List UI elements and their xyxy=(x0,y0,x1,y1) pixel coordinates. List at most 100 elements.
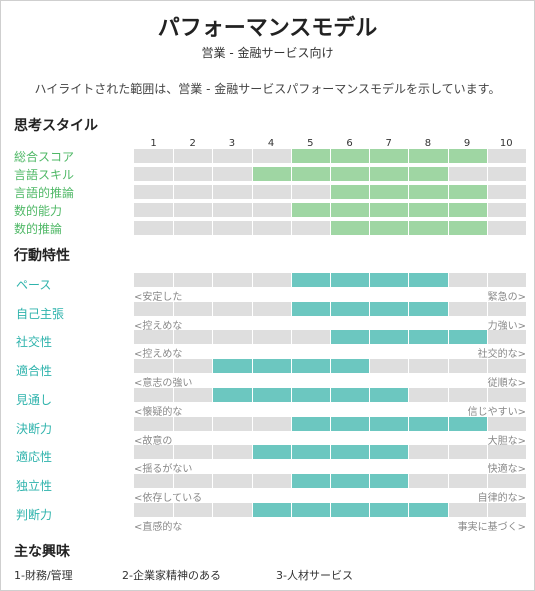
track-divider xyxy=(290,473,292,488)
track-divider xyxy=(369,387,371,402)
track-divider xyxy=(212,330,214,345)
track-divider xyxy=(173,445,175,460)
track-divider xyxy=(330,416,331,431)
thinking-row-label: 数的推論 xyxy=(14,222,63,236)
track-divider xyxy=(408,149,410,163)
track-divider xyxy=(330,149,331,163)
scale-number: 9 xyxy=(463,138,471,149)
page-subtitle: 営業 - 金融サービス向け xyxy=(201,46,334,60)
track-divider xyxy=(290,149,292,163)
track-divider xyxy=(251,203,253,217)
description-text: ハイライトされた範囲は、営業 - 金融サービスパフォーマンスモデルを示しています… xyxy=(34,82,501,96)
behavior-right-anchor: 信じやすい> xyxy=(467,406,526,418)
track-divider xyxy=(447,473,449,488)
track-divider xyxy=(290,203,292,217)
scale-track xyxy=(134,185,526,199)
track-divider xyxy=(447,301,449,316)
track-divider xyxy=(290,445,292,460)
behavior-row-label: 自己主張 xyxy=(16,306,65,321)
track-divider xyxy=(212,185,214,199)
track-divider xyxy=(251,473,253,488)
highlight-range xyxy=(251,167,448,181)
behavior-row-label: 決断力 xyxy=(16,421,53,436)
behavior-left-anchor: <依存している xyxy=(134,492,203,504)
track-divider xyxy=(330,387,331,402)
track-divider xyxy=(251,416,253,431)
scale-track xyxy=(134,167,526,181)
track-divider xyxy=(408,445,410,460)
interest-item-1: 1-財務/管理 xyxy=(14,569,73,582)
track-divider xyxy=(173,330,175,345)
track-divider xyxy=(173,273,175,287)
track-divider xyxy=(486,167,488,181)
track-divider xyxy=(173,502,175,517)
behavior-left-anchor: <控えめな xyxy=(134,349,183,361)
scale-track xyxy=(134,273,526,287)
track-divider xyxy=(330,203,331,217)
interests-heading: 主な興味 xyxy=(14,544,70,560)
behavior-right-anchor: 力強い> xyxy=(487,320,526,332)
track-divider xyxy=(369,273,371,287)
track-divider xyxy=(330,185,331,199)
track-divider xyxy=(173,473,175,488)
track-divider xyxy=(212,273,214,287)
track-divider xyxy=(408,273,410,287)
track-divider xyxy=(173,185,175,199)
track-divider xyxy=(173,301,175,316)
scale-number: 6 xyxy=(346,138,353,149)
thinking-style-heading: 思考スタイル xyxy=(14,118,98,134)
track-divider xyxy=(251,301,253,316)
track-divider xyxy=(369,185,371,199)
track-divider xyxy=(369,167,371,181)
track-divider xyxy=(369,330,371,345)
behavior-right-anchor: 快適な> xyxy=(487,464,526,476)
track-divider xyxy=(486,185,488,199)
scale-number: 4 xyxy=(267,138,275,149)
track-divider xyxy=(251,273,253,287)
track-divider xyxy=(212,221,214,235)
scale-track xyxy=(134,387,526,402)
track-divider xyxy=(447,273,449,287)
track-divider xyxy=(212,387,214,402)
track-divider xyxy=(447,185,449,199)
track-divider xyxy=(447,330,449,345)
track-divider xyxy=(290,167,292,181)
scale-number: 1 xyxy=(150,138,157,149)
scale-number: 8 xyxy=(424,138,432,149)
interest-item-2: 2-企業家精神のある xyxy=(122,569,221,582)
scale-track xyxy=(134,203,526,217)
track-divider xyxy=(486,149,488,163)
track-divider xyxy=(408,301,410,316)
behavior-left-anchor: <懐疑的な xyxy=(134,406,183,418)
track-divider xyxy=(173,416,175,431)
scale-number: 3 xyxy=(228,138,236,149)
highlight-range xyxy=(251,502,448,517)
track-divider xyxy=(212,203,214,217)
track-divider xyxy=(212,416,214,431)
track-divider xyxy=(408,167,410,181)
track-divider xyxy=(330,502,331,517)
scale-number: 10 xyxy=(499,138,513,149)
page-title: パフォーマンスモデル xyxy=(157,16,378,41)
track-divider xyxy=(212,167,214,181)
track-divider xyxy=(290,330,292,345)
track-divider xyxy=(212,359,214,374)
track-divider xyxy=(290,301,292,316)
highlight-range xyxy=(290,149,487,163)
track-divider xyxy=(173,167,175,181)
track-divider xyxy=(330,221,331,235)
highlight-range xyxy=(212,387,409,402)
track-divider xyxy=(330,445,331,460)
track-divider xyxy=(447,502,449,517)
thinking-row-label: 言語スキル xyxy=(14,168,75,182)
track-divider xyxy=(251,185,253,199)
scale-track xyxy=(134,221,526,235)
track-divider xyxy=(486,273,488,287)
track-divider xyxy=(408,473,410,488)
track-divider xyxy=(369,473,371,488)
track-divider xyxy=(290,221,292,235)
thinking-row-label: 総合スコア xyxy=(14,150,75,164)
track-divider xyxy=(369,445,371,460)
scale-track xyxy=(134,473,526,488)
track-divider xyxy=(408,203,410,217)
